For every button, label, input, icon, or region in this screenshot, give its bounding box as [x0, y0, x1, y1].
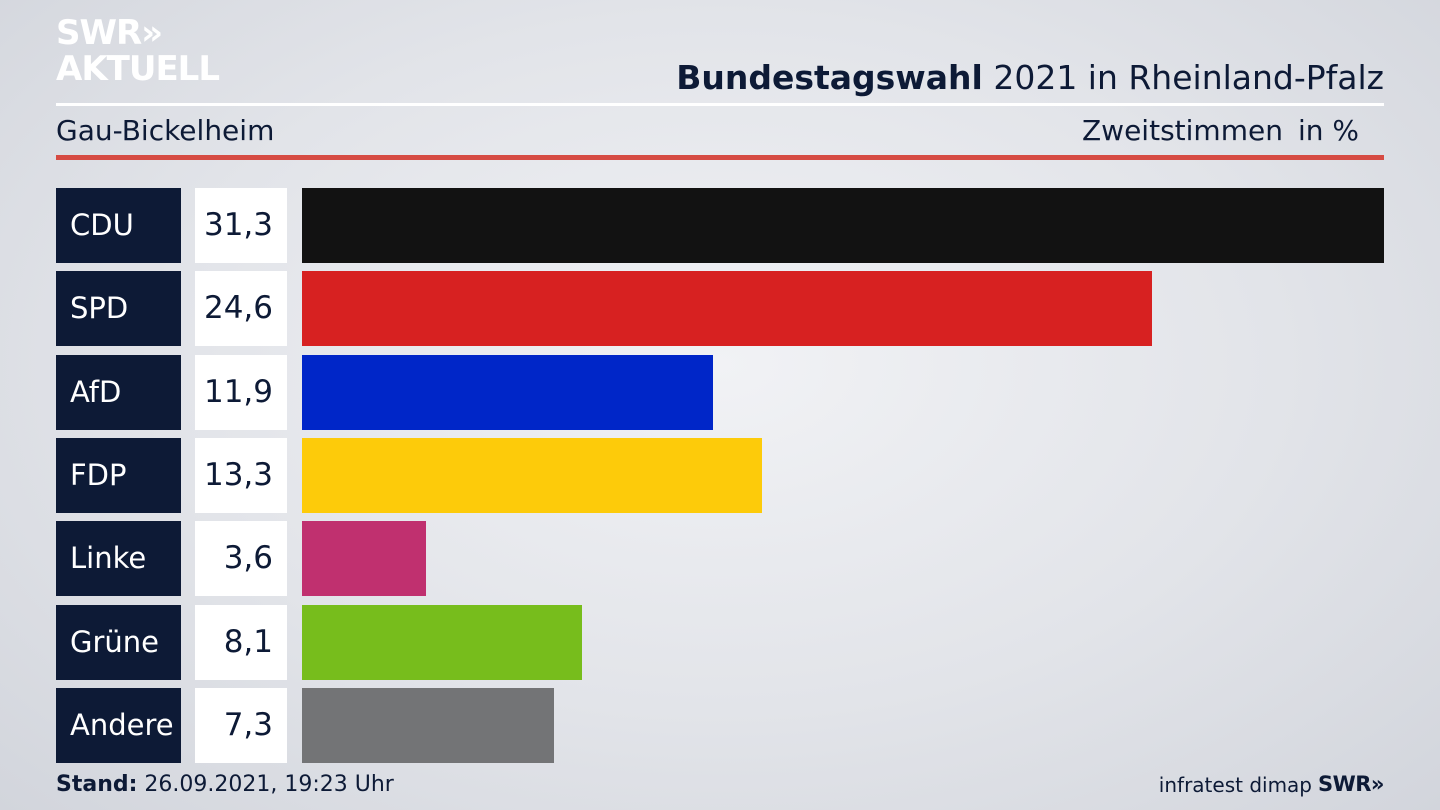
party-label: SPD — [56, 271, 181, 346]
party-label: AfD — [56, 355, 181, 430]
swr-aktuell-logo: SWR» AKTUELL — [56, 13, 220, 89]
bar-afd — [302, 355, 713, 430]
title-divider — [56, 103, 1384, 106]
party-label: Grüne — [56, 605, 181, 680]
value-label: 7,3 — [195, 688, 287, 763]
party-label: FDP — [56, 438, 181, 513]
timestamp: Stand: 26.09.2021, 19:23 Uhr — [56, 772, 394, 797]
timestamp-value: 26.09.2021, 19:23 Uhr — [137, 772, 394, 797]
chart-title-rest: 2021 in Rheinland-Pfalz — [982, 58, 1384, 97]
header-accent-rule — [56, 155, 1384, 160]
value-label: 31,3 — [195, 188, 287, 263]
bar-row-afd: AfD 11,9 — [56, 355, 1384, 430]
vote-type-label: Zweitstimmen — [1082, 114, 1283, 147]
chart-title: Bundestagswahl 2021 in Rheinland-Pfalz — [676, 58, 1384, 97]
unit-label: in % — [1298, 114, 1360, 147]
bar-row-spd: SPD 24,6 — [56, 271, 1384, 346]
bar-linke — [302, 521, 426, 596]
bar-grüne — [302, 605, 582, 680]
bar-fdp — [302, 438, 762, 513]
bar-row-cdu: CDU 31,3 — [56, 188, 1384, 263]
party-label: Linke — [56, 521, 181, 596]
source-credit: infratest dimap — [1158, 773, 1312, 797]
bar-row-linke: Linke 3,6 — [56, 521, 1384, 596]
value-label: 11,9 — [195, 355, 287, 430]
value-label: 3,6 — [195, 521, 287, 596]
party-label: CDU — [56, 188, 181, 263]
logo-line-2: AKTUELL — [56, 49, 220, 89]
logo-line-1: SWR» — [56, 13, 163, 53]
value-label: 8,1 — [195, 605, 287, 680]
swr-footer-logo: SWR» — [1317, 772, 1385, 796]
value-label: 13,3 — [195, 438, 287, 513]
timestamp-label: Stand: — [56, 772, 138, 797]
value-label: 24,6 — [195, 271, 287, 346]
bar-row-andere: Andere 7,3 — [56, 688, 1384, 763]
bar-cdu — [302, 188, 1384, 263]
party-label: Andere — [56, 688, 181, 763]
bar-row-fdp: FDP 13,3 — [56, 438, 1384, 513]
bar-andere — [302, 688, 554, 763]
chart-title-bold: Bundestagswahl — [676, 58, 983, 97]
region-name: Gau-Bickelheim — [56, 114, 275, 147]
bar-spd — [302, 271, 1152, 346]
bar-row-grüne: Grüne 8,1 — [56, 605, 1384, 680]
